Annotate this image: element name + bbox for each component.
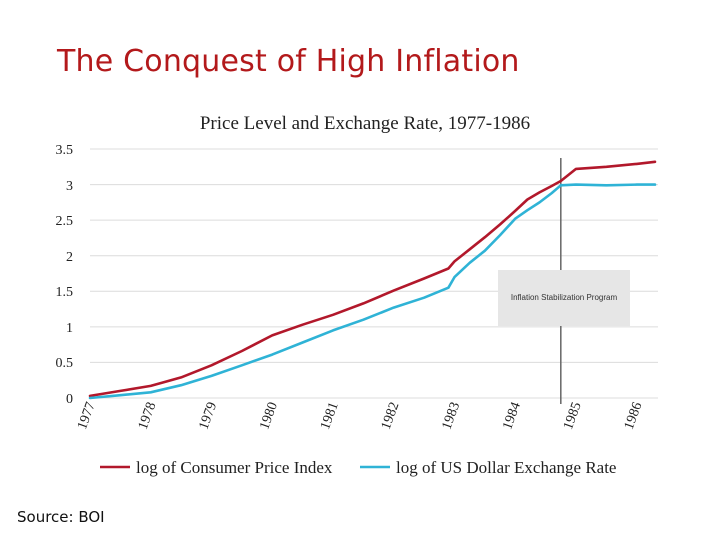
y-axis: 0 0.5 1 1.5 2 2.5 3 3.5: [56, 143, 74, 407]
x-tick-label: 1985: [561, 400, 585, 431]
legend-label-cpi: log of Consumer Price Index: [136, 458, 333, 477]
source-note: Source: BOI: [17, 508, 105, 526]
x-tick-label: 1986: [622, 400, 646, 431]
legend: log of Consumer Price Index log of US Do…: [100, 458, 616, 477]
y-tick-label: 2.5: [56, 214, 74, 229]
series-line-exchange-rate: [88, 183, 657, 400]
series-line-cpi: [88, 160, 657, 398]
y-tick-label: 2: [66, 250, 73, 265]
annotation-box: [498, 270, 630, 326]
y-tick-label: 3.5: [56, 143, 74, 158]
annotation: Inflation Stabilization Program: [498, 158, 630, 404]
slide-title: The Conquest of High Inflation: [57, 44, 520, 79]
y-tick-label: 1.5: [56, 285, 74, 300]
x-tick-label: 1980: [257, 400, 281, 431]
chart-title: Price Level and Exchange Rate, 1977-1986: [200, 113, 530, 134]
x-tick-label: 1979: [197, 400, 221, 431]
x-tick-label: 1977: [75, 400, 99, 431]
x-tick-label: 1984: [500, 400, 524, 431]
x-tick-label: 1982: [379, 400, 403, 431]
x-tick-label: 1978: [136, 400, 160, 431]
y-tick-label: 1: [66, 321, 73, 336]
x-tick-label: 1983: [440, 400, 464, 431]
x-axis: 1977 1978 1979 1980 1981 1982 1983 1984 1985 1986: [75, 400, 645, 431]
legend-label-exchange-rate: log of US Dollar Exchange Rate: [396, 458, 616, 477]
annotation-label: Inflation Stabilization Program: [511, 293, 618, 302]
y-tick-label: 3: [66, 179, 73, 194]
x-tick-label: 1981: [318, 400, 342, 431]
series: [88, 160, 657, 400]
y-tick-label: 0.5: [56, 356, 74, 371]
y-tick-label: 0: [66, 392, 73, 407]
